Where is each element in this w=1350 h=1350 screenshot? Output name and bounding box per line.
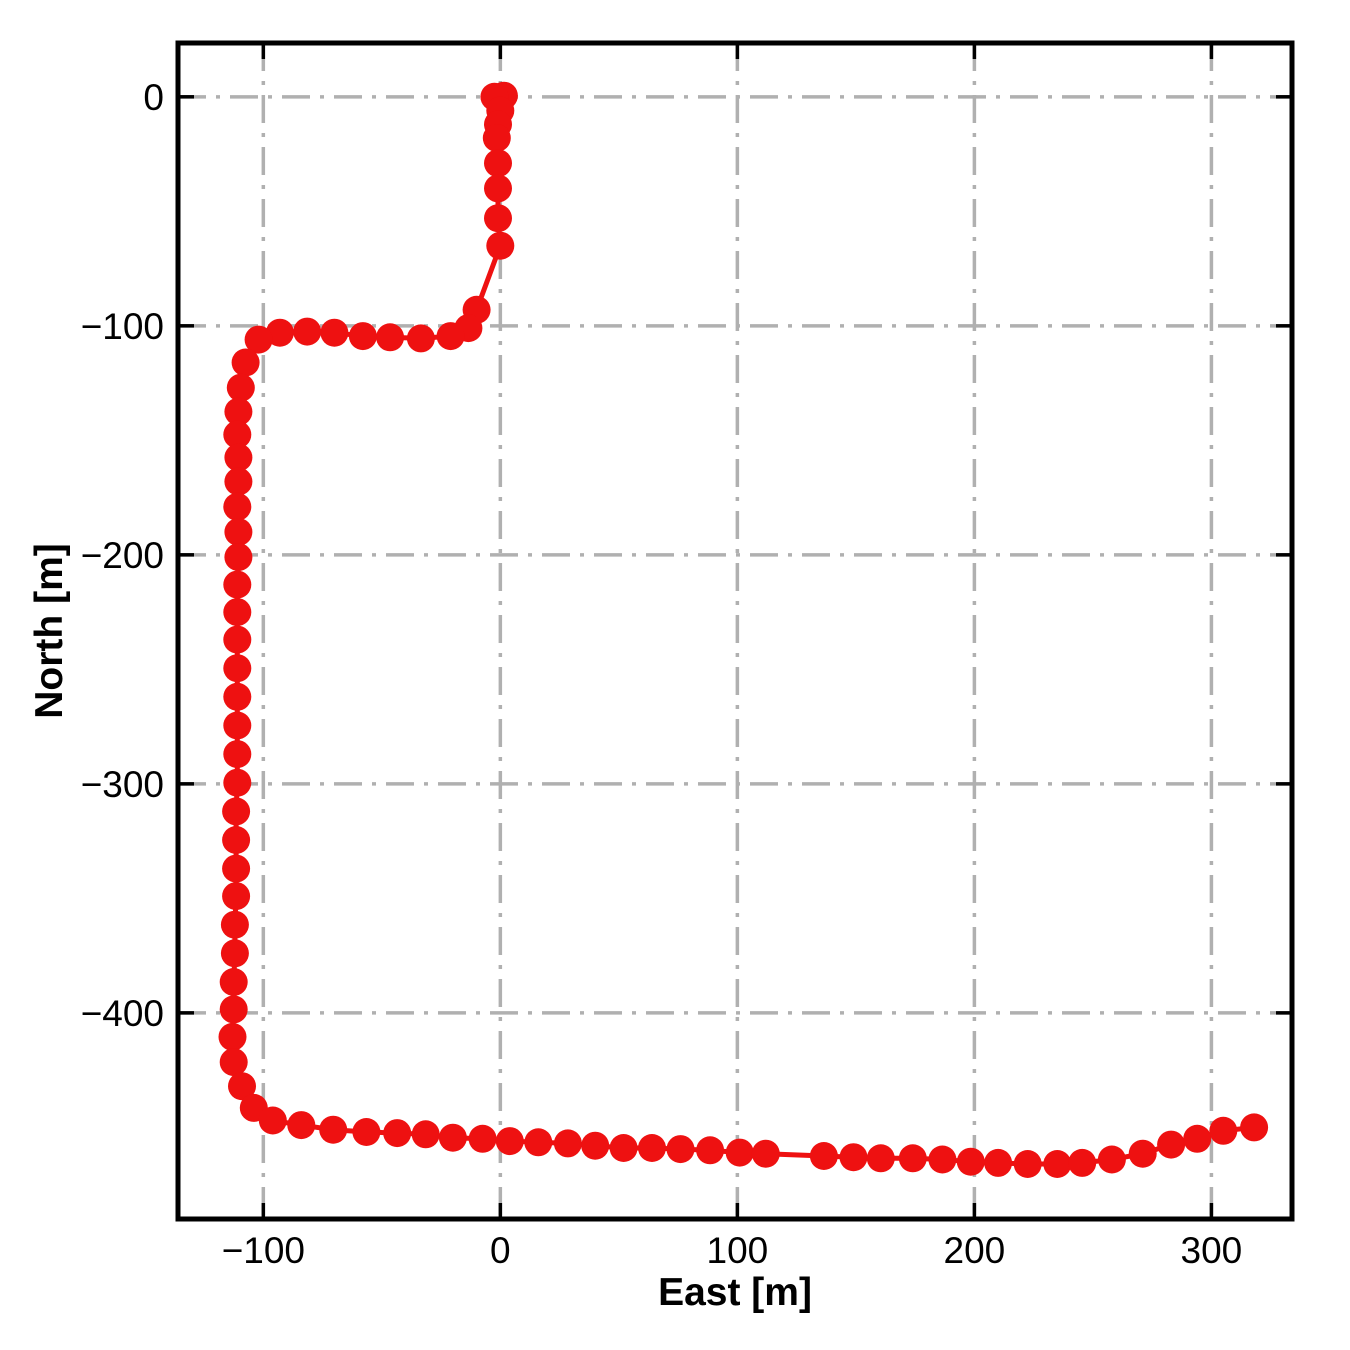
trajectory-point: [553, 1129, 582, 1158]
trajectory-point: [319, 1115, 348, 1144]
x-axis-label: East [m]: [658, 1271, 812, 1314]
trajectory-point: [666, 1135, 695, 1164]
trajectory-markers: [218, 81, 1269, 1178]
trajectory-point: [1183, 1124, 1212, 1153]
trajectory-point: [223, 711, 252, 740]
trajectory-point: [411, 1120, 440, 1149]
trajectory-point: [218, 1022, 247, 1051]
trajectory-point: [219, 995, 248, 1024]
y-tick-label: 0: [143, 77, 164, 118]
trajectory-point: [1128, 1139, 1157, 1168]
trajectory-point: [524, 1128, 553, 1157]
trajectory-point: [809, 1142, 838, 1170]
trajectory-point: [383, 1119, 412, 1148]
trajectory-point: [220, 939, 249, 968]
trajectory-point: [287, 1111, 316, 1140]
trajectory-point: [231, 348, 260, 377]
trajectory-point: [898, 1144, 927, 1173]
trajectory-point: [224, 467, 253, 496]
grid-layer: [178, 43, 1292, 1219]
trajectory-point: [376, 323, 405, 352]
tick-layer: −100 0 100 200 300 0 −100 −200 −300 −400: [81, 43, 1292, 1271]
trajectory-point: [406, 324, 435, 353]
x-tick-label: 0: [490, 1230, 511, 1271]
y-tick-label: −400: [81, 993, 164, 1034]
trajectory-point: [223, 682, 252, 711]
trajectory-point: [751, 1139, 780, 1168]
x-tick-label: 300: [1181, 1230, 1243, 1271]
label-layer: East [m] North [m]: [28, 543, 812, 1314]
trajectory-point: [866, 1144, 895, 1173]
trajectory-point: [348, 322, 377, 351]
trajectory-point: [495, 1127, 524, 1156]
trajectory-point: [223, 740, 252, 769]
trajectory-point: [1157, 1130, 1186, 1159]
trajectory-point: [258, 1106, 287, 1135]
trajectory-point: [220, 910, 249, 939]
trajectory-point: [468, 1124, 497, 1153]
x-tick-label: 200: [944, 1230, 1006, 1271]
y-tick-label: −100: [81, 306, 164, 347]
trajectory-point: [293, 317, 322, 346]
trajectory-point: [222, 854, 251, 883]
trajectory-point: [696, 1136, 725, 1165]
trajectory-point: [223, 570, 252, 599]
trajectory-point: [1013, 1150, 1042, 1178]
trajectory-point: [320, 318, 349, 347]
trajectory-point: [438, 1123, 467, 1152]
trajectory-point: [581, 1131, 610, 1160]
trajectory-point: [482, 124, 511, 152]
trajectory-point: [224, 518, 253, 546]
trajectory-point: [486, 231, 515, 260]
trajectory-point: [219, 1048, 248, 1077]
trajectory-point: [484, 174, 512, 203]
trajectory-point: [984, 1148, 1013, 1177]
x-tick-label: 100: [707, 1230, 769, 1271]
trajectory-point: [228, 1072, 256, 1101]
y-axis-label: North [m]: [28, 543, 71, 718]
y-tick-label: −200: [81, 535, 164, 576]
trajectory-point: [244, 325, 273, 354]
trajectory-point: [609, 1134, 638, 1162]
trajectory-point: [839, 1143, 868, 1172]
trajectory-point: [222, 797, 251, 826]
trajectory-point: [928, 1145, 957, 1174]
trajectory-line: [230, 93, 1257, 1167]
trajectory-point: [1097, 1145, 1126, 1174]
trajectory-point: [1240, 1113, 1269, 1142]
trajectory-point: [1068, 1148, 1097, 1177]
y-tick-label: −300: [81, 764, 164, 805]
trajectory-point: [223, 420, 252, 449]
trajectory-point: [1043, 1150, 1072, 1178]
trajectory-point: [224, 543, 253, 572]
trajectory-point: [223, 492, 252, 521]
trajectory-point: [352, 1118, 381, 1146]
trajectory-point: [484, 149, 512, 178]
trajectory-point: [222, 826, 251, 854]
trajectory-point: [226, 373, 255, 402]
trajectory-point: [223, 625, 252, 654]
plot-border: [175, 40, 1295, 1222]
series-layer: [218, 81, 1269, 1178]
trajectory-point: [223, 654, 252, 683]
trajectory-point: [224, 397, 253, 426]
trajectory-point: [436, 322, 465, 351]
trajectory-point: [224, 443, 253, 472]
trajectory-point: [223, 768, 252, 797]
trajectory-point: [265, 318, 294, 347]
trajectory-point: [222, 882, 251, 911]
trajectory-point: [638, 1134, 666, 1162]
trajectory-point: [223, 598, 252, 627]
trajectory-point: [956, 1147, 985, 1176]
trajectory-point: [484, 204, 512, 233]
trajectory-point: [219, 968, 248, 996]
trajectory-point: [725, 1138, 754, 1167]
x-tick-label: −100: [222, 1230, 305, 1271]
trajectory-point: [1209, 1116, 1238, 1145]
